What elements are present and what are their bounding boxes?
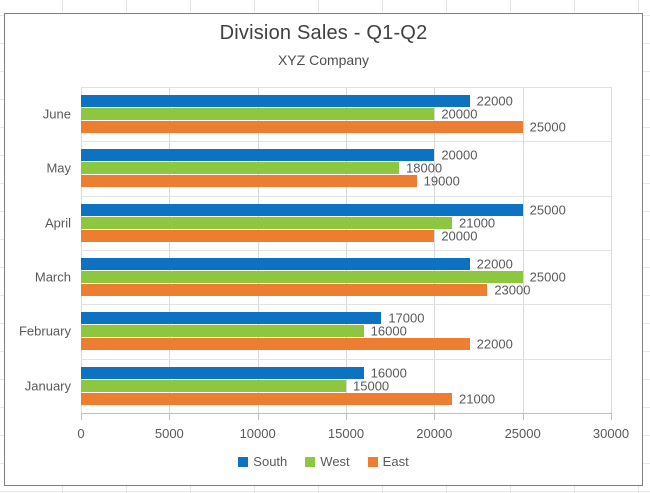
bar-east-june[interactable] — [81, 121, 523, 134]
legend-item-south[interactable]: South — [238, 454, 287, 469]
category-label-february: February — [18, 323, 71, 339]
x-axis-tick-0 — [81, 413, 82, 420]
category-axis-line — [81, 413, 611, 414]
value-label-east-january: 21000 — [459, 391, 496, 407]
legend: South West East — [5, 454, 642, 469]
category-boundary-gridline — [81, 141, 611, 143]
value-label-east-june: 25000 — [529, 119, 566, 135]
x-tick-label-0: 0 — [77, 426, 85, 441]
category-label-january: January — [24, 378, 71, 394]
bar-west-march[interactable] — [81, 271, 523, 284]
legend-item-east[interactable]: East — [367, 454, 409, 469]
x-axis-tick-10000 — [257, 413, 259, 420]
x-axis-tick-5000 — [169, 413, 171, 420]
category-boundary-gridline — [81, 87, 611, 88]
bar-south-february[interactable] — [81, 312, 382, 325]
x-tick-label-10000: 10000 — [239, 426, 276, 441]
category-boundary-gridline — [81, 304, 611, 306]
category-label-june: June — [42, 106, 71, 122]
x-tick-label-30000: 30000 — [592, 426, 630, 441]
category-label-march: March — [34, 269, 71, 285]
x-tick-label-20000: 20000 — [416, 426, 453, 441]
bar-east-march[interactable] — [81, 284, 488, 297]
bar-west-april[interactable] — [81, 216, 452, 229]
category-label-may: May — [46, 160, 71, 176]
category-boundary-gridline — [81, 195, 611, 197]
category-row-may: May 20000 18000 19000 — [46, 141, 611, 195]
category-row-january: January 16000 15000 21000 — [25, 359, 611, 413]
bar-south-april[interactable] — [81, 203, 523, 216]
value-label-west-february: 16000 — [370, 323, 407, 339]
category-row-june: June 22000 20000 25000 — [43, 87, 611, 141]
category-row-march: March 22000 25000 23000 — [35, 250, 611, 304]
legend-swatch-west — [305, 456, 316, 467]
value-label-south-march: 22000 — [476, 256, 513, 272]
value-label-east-april: 20000 — [441, 228, 478, 244]
chart-subtitle: XYZ Company — [277, 52, 370, 68]
value-label-south-april: 25000 — [529, 202, 566, 218]
x-axis-tick-15000 — [346, 413, 347, 420]
bar-east-february[interactable] — [81, 338, 470, 351]
x-axis-tick-20000 — [434, 413, 436, 420]
value-label-west-may: 18000 — [406, 160, 443, 176]
bar-east-may[interactable] — [81, 175, 417, 188]
x-tick-label-5000: 5000 — [154, 426, 184, 441]
value-label-east-may: 19000 — [423, 173, 460, 189]
bar-west-may[interactable] — [81, 162, 399, 175]
bar-east-january[interactable] — [81, 392, 452, 405]
bar-west-june[interactable] — [81, 108, 435, 121]
bar-south-june[interactable] — [81, 95, 470, 108]
value-label-south-february: 17000 — [388, 310, 425, 326]
category-boundary-gridline — [81, 358, 611, 360]
value-label-east-february: 22000 — [476, 336, 513, 352]
category-label-april: April — [44, 215, 71, 231]
bar-south-january[interactable] — [81, 366, 364, 379]
legend-item-west[interactable]: West — [305, 454, 350, 469]
legend-swatch-east — [367, 456, 378, 467]
x-tick-label-15000: 15000 — [327, 426, 365, 441]
vertical-gridline-30000 — [611, 87, 612, 413]
bar-south-may[interactable] — [81, 149, 435, 162]
chart-object[interactable]: Division Sales - Q1-Q2 XYZ Company 0 5000… — [4, 13, 643, 486]
value-label-east-march: 23000 — [494, 282, 531, 298]
bar-west-february[interactable] — [81, 325, 364, 338]
value-label-west-march: 25000 — [529, 269, 566, 285]
category-row-february: February 17000 16000 22000 — [19, 304, 611, 358]
value-label-west-april: 21000 — [459, 215, 496, 231]
bar-west-january[interactable] — [81, 379, 346, 392]
legend-swatch-south — [238, 456, 249, 467]
value-label-south-january: 16000 — [370, 365, 407, 381]
category-row-april: April 25000 21000 20000 — [45, 196, 611, 250]
x-axis-tick-25000 — [522, 413, 524, 420]
legend-label-west: West — [320, 454, 350, 469]
bar-east-april[interactable] — [81, 229, 435, 242]
plot-area: 0 5000 10000 15000 20000 25000 30000 June 22000 2… — [19, 87, 629, 441]
value-label-south-may: 20000 — [441, 147, 478, 163]
value-label-south-june: 22000 — [476, 93, 513, 109]
legend-label-south: South — [253, 454, 288, 469]
value-label-west-june: 20000 — [441, 106, 478, 122]
chart-title: Division Sales - Q1-Q2 — [219, 22, 428, 44]
x-tick-label-25000: 25000 — [504, 426, 541, 441]
x-axis-tick-30000 — [611, 413, 612, 420]
legend-label-east: East — [382, 454, 409, 469]
bar-south-march[interactable] — [81, 258, 470, 271]
category-boundary-gridline — [81, 250, 611, 251]
value-label-west-january: 15000 — [353, 378, 390, 394]
